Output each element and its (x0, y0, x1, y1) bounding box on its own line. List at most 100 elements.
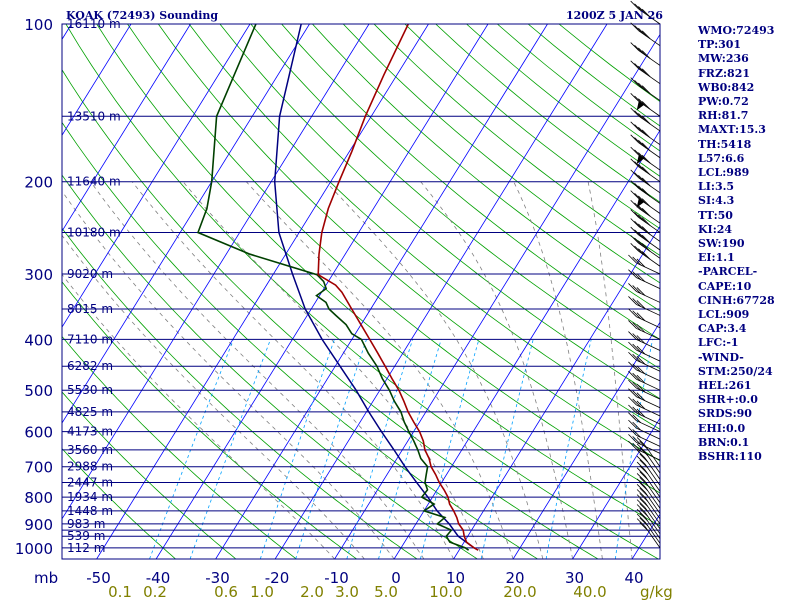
wind-barb-flag (639, 476, 649, 486)
wind-barb-flag (636, 324, 646, 333)
height-label: 16110 m (67, 17, 121, 31)
mixing-ratio-tick-label: 2.0 (300, 583, 324, 600)
wind-barb-flag (636, 484, 646, 493)
wind-barb-flag (636, 504, 646, 513)
wind-barb-flag (636, 449, 646, 459)
wind-barb (630, 134, 661, 159)
index-item: LCL:989 (698, 166, 750, 180)
wind-barb-flag (632, 271, 641, 280)
wind-barb-flag (641, 154, 651, 164)
wind-barb (630, 218, 661, 242)
wind-barb (628, 427, 661, 447)
wind-barb (636, 499, 661, 530)
index-item: KI:24 (698, 222, 733, 236)
wind-barb-flag (638, 47, 647, 57)
mixing-ratio-line (378, 339, 442, 559)
mixing-ratio-tick-label: 1.0 (250, 583, 274, 600)
dry-adiabat-line (62, 448, 176, 559)
isotherm-line (334, 33, 660, 559)
wind-barb-flag (634, 137, 643, 146)
temperature-tick-label: 40 (624, 569, 643, 587)
wind-barb-flag (641, 177, 651, 187)
index-item: RH:81.7 (698, 109, 749, 123)
mixing-ratio-tick-label: 0.1 (108, 583, 132, 600)
wind-barb-flag (630, 0, 639, 10)
wind-barb (630, 209, 661, 233)
wind-barb-flag (639, 493, 649, 502)
isotherm-line (62, 24, 72, 41)
mixing-ratio-tick-label: 5.0 (374, 583, 398, 600)
wind-barb-flag (641, 198, 651, 207)
mixing-ratio-tick-label: 10.0 (429, 583, 462, 600)
wind-barb-flag (630, 77, 639, 86)
index-item: SI:4.3 (698, 194, 735, 208)
wind-barb (636, 504, 661, 535)
pressure-tick-label: 200 (24, 174, 53, 192)
index-item: CAP:3.4 (698, 322, 747, 336)
wind-barb-flag (636, 273, 646, 282)
mixing-ratio-line (480, 339, 534, 559)
wind-barb-flag (628, 396, 637, 406)
dry-adiabat-line (62, 227, 418, 559)
wind-barb (628, 396, 661, 417)
index-item: HEL:261 (698, 379, 752, 393)
height-label: 1448 m (67, 504, 113, 518)
index-item: MAXT:15.3 (698, 123, 766, 137)
pressure-tick-label: 600 (24, 424, 53, 442)
wind-barb (628, 269, 661, 290)
pressure-tick-label: 1000 (15, 540, 53, 558)
wind-barb-flag (638, 223, 647, 233)
wind-barb-flag (630, 180, 639, 189)
wind-barb-flag (630, 218, 639, 227)
wind-barb-flag (628, 283, 637, 292)
height-label: 13510 m (67, 109, 121, 123)
mixing-ratio-line (614, 339, 653, 559)
wind-barb-flag (636, 392, 646, 401)
isotherm-line (96, 24, 429, 559)
height-label: 11640 m (67, 175, 121, 189)
mixing-ratio-tick-label: 0.2 (143, 583, 167, 600)
plot-frame (61, 23, 661, 560)
wind-barb-flag (628, 434, 637, 443)
index-item: TP:301 (698, 38, 742, 52)
index-item: STM:250/24 (698, 364, 773, 378)
index-item: SW:190 (698, 237, 745, 251)
index-item: CAPE:10 (698, 279, 752, 293)
wind-barb (630, 60, 661, 85)
wind-barb (636, 513, 661, 544)
index-item: WMO:72493 (698, 24, 775, 37)
wind-barb-flag (628, 361, 637, 371)
mixing-ratio-tick-label: 40.0 (573, 583, 606, 600)
wind-barb-flag (630, 146, 639, 156)
wind-barb (630, 190, 661, 214)
wind-barb-flag (632, 381, 641, 391)
isotherm-line (274, 24, 608, 559)
wind-barb-flag (636, 518, 646, 527)
wind-barb-flag (634, 110, 643, 119)
wind-barb-flag (632, 322, 641, 331)
wind-barb-flag (634, 3, 643, 13)
index-item: SHR+:0.0 (698, 393, 758, 407)
temperature-tick-label: -20 (265, 569, 290, 587)
wind-barb (628, 440, 661, 461)
wind-barb-flag (636, 345, 646, 355)
height-label: 9020 m (67, 267, 113, 281)
wind-barb (628, 379, 661, 400)
wind-barb-flag (636, 287, 646, 296)
wind-barb (636, 461, 661, 492)
wind-barb (628, 320, 661, 340)
pressure-tick-label: 900 (24, 516, 53, 534)
dry-adiabat-line (62, 69, 599, 559)
wind-barb-flag (641, 101, 651, 110)
dry-adiabat-line (281, 24, 660, 340)
isotherm-line (62, 24, 251, 328)
index-item: FRZ:821 (698, 66, 751, 80)
wind-barb-flag (638, 205, 647, 214)
mixing-ratio-line (189, 339, 271, 559)
wind-barb-pennant (636, 198, 645, 208)
wind-barb-flag (636, 489, 646, 498)
wind-barb-flag (641, 50, 651, 59)
index-item: BSHR:110 (698, 450, 762, 464)
dry-adiabat-line (62, 174, 478, 559)
wind-barb-flag (641, 142, 651, 152)
